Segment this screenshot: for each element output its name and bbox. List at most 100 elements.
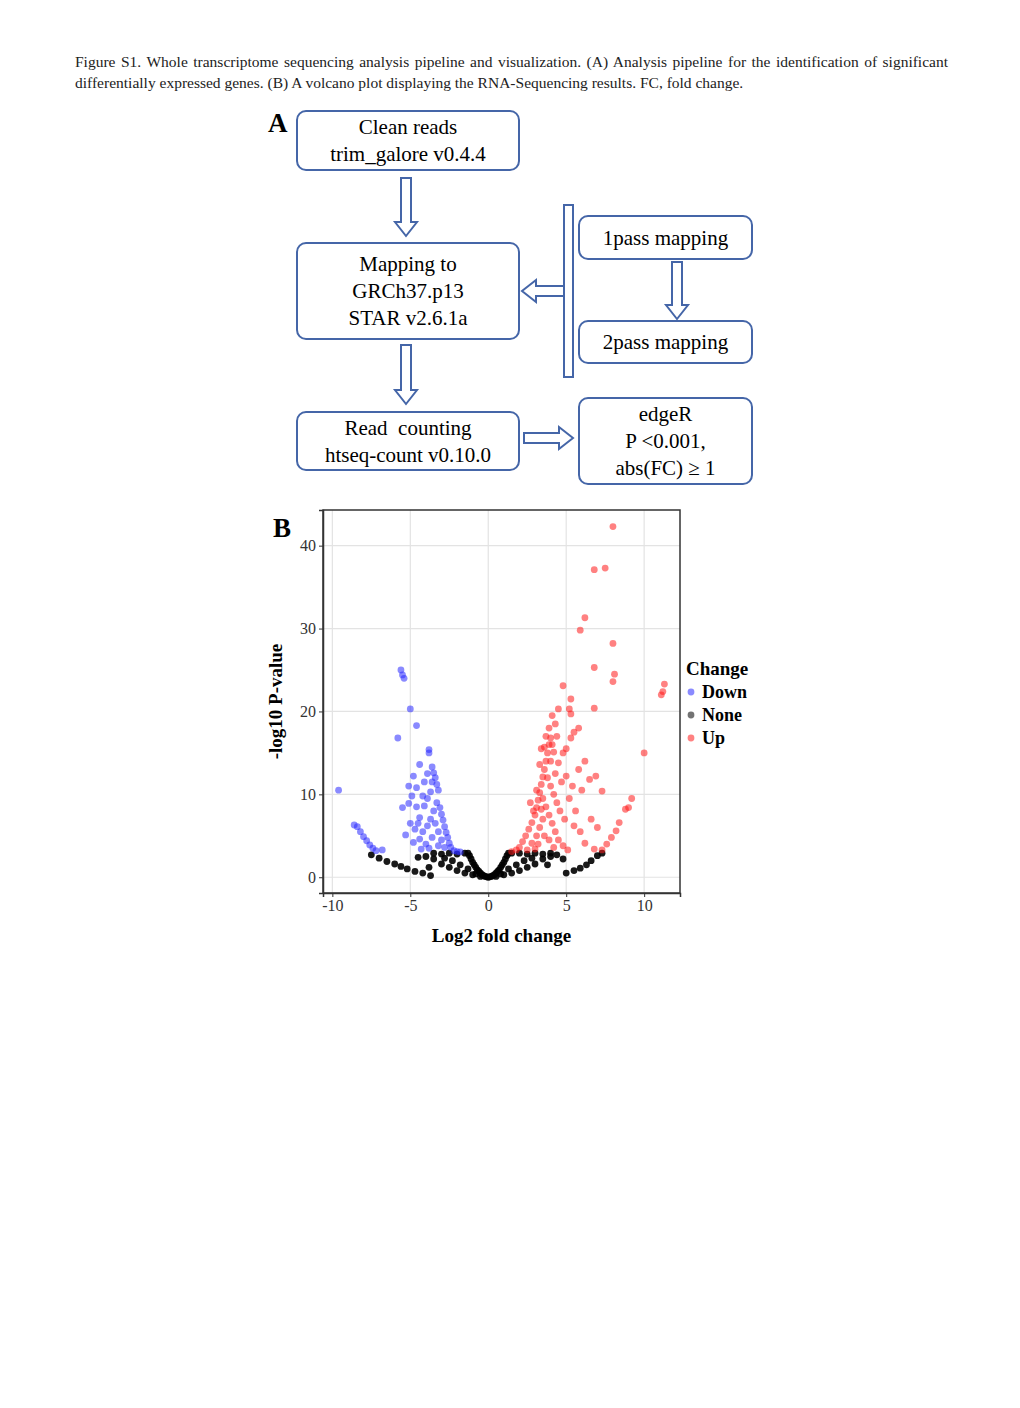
point: [547, 758, 554, 765]
point: [438, 811, 445, 818]
bracket: [564, 205, 573, 377]
point: [599, 846, 606, 853]
point: [566, 795, 573, 802]
point: [521, 857, 528, 864]
point: [577, 865, 584, 872]
point: [430, 850, 437, 857]
point: [421, 779, 428, 786]
point: [563, 745, 570, 752]
legend-label: None: [702, 705, 742, 725]
tick-label: 40: [300, 537, 316, 554]
pipeline-box: [579, 216, 752, 259]
point: [449, 857, 456, 864]
point: [547, 853, 554, 860]
point: [528, 840, 535, 847]
point: [557, 808, 564, 815]
point: [571, 867, 578, 874]
x-axis-title: Log2 fold change: [432, 925, 571, 946]
point: [444, 834, 451, 841]
point: [438, 861, 445, 868]
point: [641, 749, 648, 756]
point: [575, 725, 582, 732]
point: [592, 773, 599, 780]
point: [410, 773, 417, 780]
point: [564, 846, 571, 853]
arrow: [666, 262, 688, 319]
point: [404, 866, 411, 873]
point: [552, 720, 559, 727]
point: [572, 808, 579, 815]
grid-line: [323, 628, 680, 629]
point: [373, 847, 380, 854]
point: [553, 733, 560, 740]
point: [422, 853, 429, 860]
point: [415, 820, 422, 827]
point: [563, 870, 570, 877]
legend: ChangeDownNoneUp: [686, 658, 748, 748]
point: [543, 733, 550, 740]
legend-title: Change: [686, 658, 748, 679]
tick: 10: [637, 893, 653, 914]
figure: ABClean readstrim_galore v0.4.4Mapping t…: [0, 0, 1020, 1408]
pipeline-text: trim_galore v0.4.4: [330, 142, 486, 166]
tick-label: 10: [300, 786, 316, 803]
point: [602, 565, 609, 572]
point: [533, 832, 540, 839]
point: [413, 784, 420, 791]
pipeline: Clean readstrim_galore v0.4.4Mapping toG…: [297, 111, 752, 484]
point: [582, 840, 589, 847]
point: [552, 828, 559, 835]
point: [610, 640, 617, 647]
point: [546, 837, 553, 844]
point: [516, 867, 523, 874]
points: [335, 523, 668, 880]
point: [567, 735, 574, 742]
tick: 30: [300, 620, 323, 637]
point: [522, 832, 529, 839]
y-axis: 010203040: [300, 511, 324, 894]
grid-line: [488, 510, 489, 893]
arrow: [395, 178, 417, 236]
tick-label: 0: [485, 897, 493, 914]
point: [603, 841, 610, 848]
point: [427, 872, 434, 879]
point: [516, 844, 523, 851]
point: [550, 844, 557, 851]
point: [550, 749, 557, 756]
point: [539, 816, 546, 823]
point: [416, 836, 423, 843]
tick: 5: [563, 893, 571, 914]
point: [407, 820, 414, 827]
point: [538, 745, 545, 752]
point: [588, 816, 595, 823]
point: [599, 788, 606, 795]
legend-label: Up: [702, 728, 725, 748]
point: [661, 681, 668, 688]
tick: -5: [404, 893, 417, 914]
point: [376, 855, 383, 862]
point: [546, 725, 553, 732]
point: [622, 806, 629, 813]
point: [429, 834, 436, 841]
point: [555, 706, 562, 713]
pipeline-text: STAR v2.6.1a: [348, 306, 468, 330]
point: [530, 808, 537, 815]
y-axis-title: -log10 P-value: [265, 644, 286, 760]
point: [441, 855, 448, 862]
arrow: [395, 345, 417, 404]
pipeline-box: [579, 398, 752, 484]
point: [582, 758, 589, 765]
point: [567, 696, 574, 703]
point: [539, 851, 546, 858]
plot-frame: [323, 510, 680, 893]
axis-line: [324, 894, 681, 898]
point: [608, 834, 615, 841]
point: [402, 832, 409, 839]
point: [550, 791, 557, 798]
point: [549, 820, 556, 827]
point: [399, 804, 406, 811]
tick: -10: [322, 893, 343, 914]
grid-line: [323, 711, 680, 712]
point: [591, 846, 598, 853]
point: [427, 788, 434, 795]
